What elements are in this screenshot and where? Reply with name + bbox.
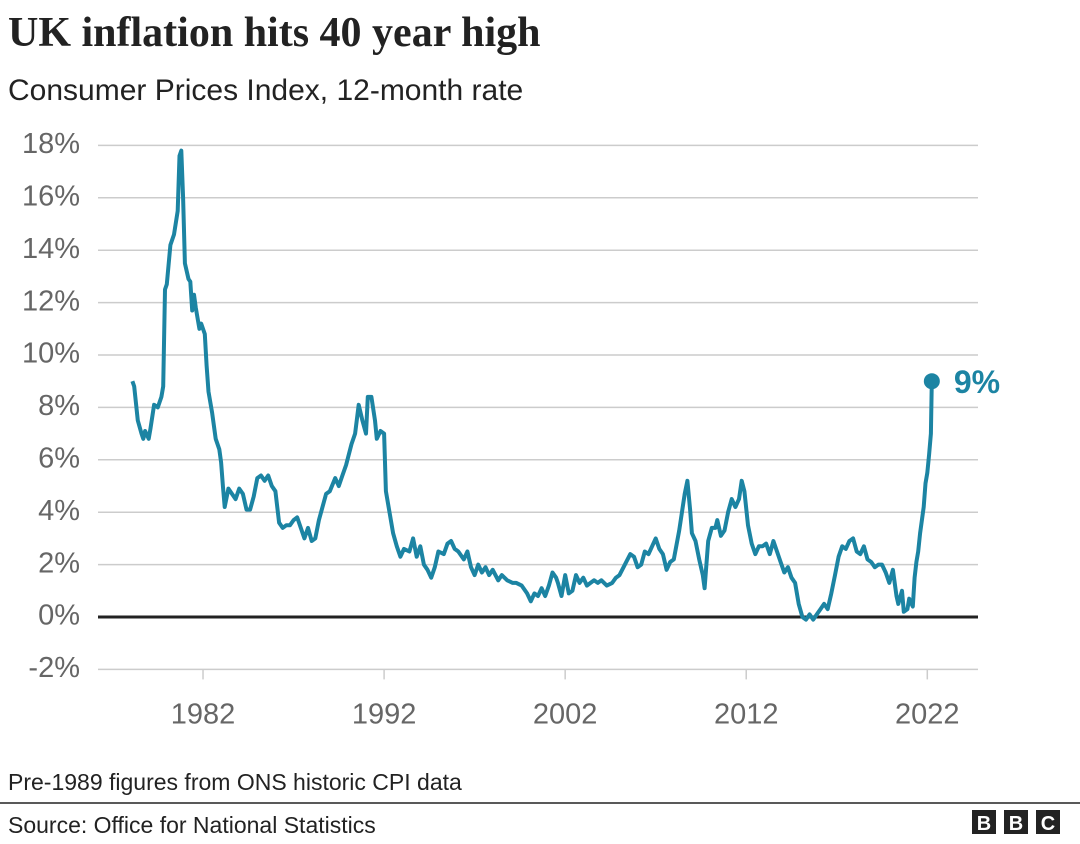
y-tick-label: 12% [22,285,80,317]
y-tick-label: 2% [38,547,80,579]
logo-letter: B [977,813,991,835]
y-tick-label: 8% [38,390,80,422]
y-tick-label: 16% [22,180,80,212]
y-tick-label: 0% [38,600,80,632]
logo-box [1004,810,1028,834]
x-tick-label: 1982 [171,699,236,731]
y-tick-label: 18% [22,128,80,160]
source: Source: Office for National Statistics [8,812,376,838]
x-tick-label: 1992 [352,699,417,731]
logo-letter: C [1041,813,1055,835]
y-tick-label: 4% [38,495,80,527]
plot-area: -2% 0% 2% 4% 6% 8% 10% 12% 14% 16% 18% 1982 1992 2002… [22,128,1000,731]
x-tick-label: 2002 [533,699,598,731]
logo-box [972,810,996,834]
end-point [923,373,940,390]
logo: B B C [972,810,1060,835]
y-tick-label: -2% [28,652,80,684]
annotation: 9% [954,364,1000,400]
y-tick-label: 10% [22,338,80,370]
y-tick-label: 6% [38,442,80,474]
logo-letter: B [1009,813,1023,835]
footnote: Pre-1989 figures from ONS historic CPI d… [8,769,462,795]
line-series [130,148,934,622]
x-tick-label: 2022 [895,699,960,731]
y-tick-label: 14% [22,233,80,265]
x-tick-label: 2012 [714,699,779,731]
logo-box [1036,810,1060,834]
chart-subtitle: Consumer Prices Index, 12-month rate [8,74,523,107]
chart-title: UK inflation hits 40 year high [8,10,540,56]
